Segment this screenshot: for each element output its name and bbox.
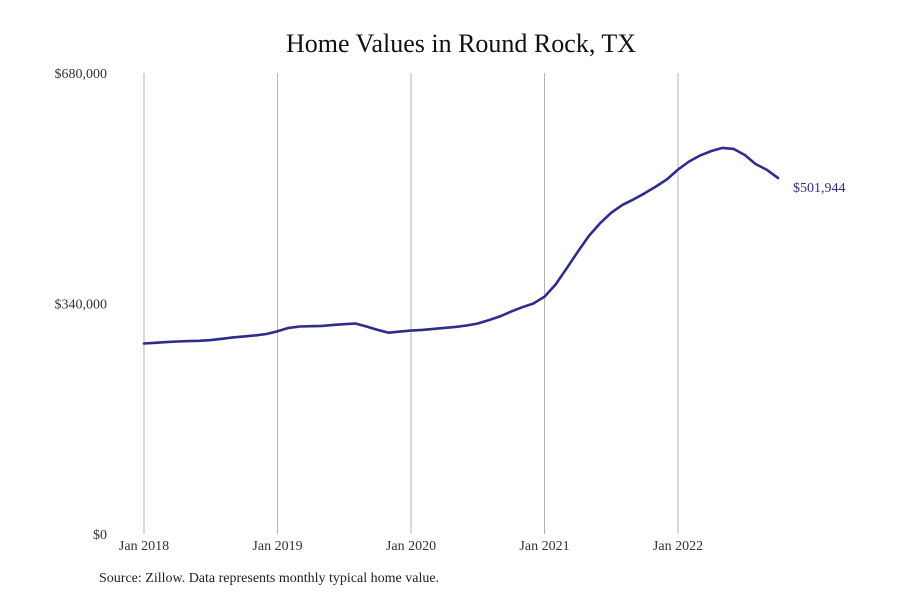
x-tick-label: Jan 2020	[386, 539, 436, 554]
gridlines	[143, 73, 679, 534]
source-note: Source: Zillow. Data represents monthly …	[99, 571, 440, 586]
x-tick-label: Jan 2022	[653, 539, 703, 554]
series-layer	[142, 146, 780, 345]
x-tick-label: Jan 2018	[119, 539, 169, 554]
y-tick-label: $680,000	[55, 67, 108, 82]
end-value-label: $501,944	[793, 181, 846, 196]
chart-title: Home Values in Round Rock, TX	[286, 29, 636, 58]
x-tick-label: Jan 2019	[252, 539, 302, 554]
axis-ticks: Jan 2018 Jan 2019 Jan 2020 Jan 2021 Jan 2022…	[55, 67, 704, 554]
x-tick-label: Jan 2021	[519, 539, 569, 554]
series-line	[142, 146, 780, 345]
y-tick-label: $0	[93, 528, 107, 543]
y-tick-label: $340,000	[55, 298, 108, 313]
